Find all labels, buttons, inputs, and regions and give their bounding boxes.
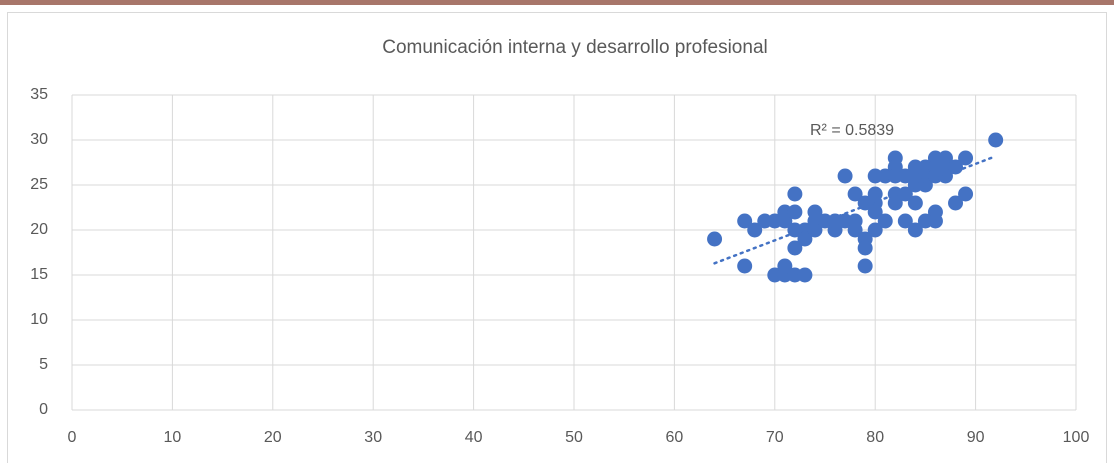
point	[847, 222, 863, 238]
x-tick-label: 70	[766, 429, 784, 446]
point	[787, 186, 803, 202]
point	[777, 213, 793, 229]
point	[907, 222, 923, 238]
point	[857, 258, 873, 274]
point	[948, 195, 964, 211]
point	[737, 258, 753, 274]
point	[958, 150, 974, 166]
top-bar	[0, 0, 1114, 5]
x-tick-label: 10	[164, 429, 182, 446]
annotation: R² = 0.5839	[810, 122, 894, 139]
point	[847, 186, 863, 202]
y-tick-label: 35	[30, 86, 48, 103]
trendline	[713, 154, 997, 265]
point	[927, 213, 943, 229]
point	[887, 195, 903, 211]
point	[797, 231, 813, 247]
point	[737, 213, 753, 229]
y-tick-label: 30	[30, 131, 48, 148]
y-tick-label: 15	[30, 266, 48, 283]
y-tick-label: 25	[30, 176, 48, 193]
y-tick-label: 5	[39, 356, 48, 373]
point	[857, 240, 873, 256]
x-tick-label: 50	[565, 429, 583, 446]
y-tick-label: 10	[30, 311, 48, 328]
point	[877, 213, 893, 229]
chart-title: Comunicación interna y desarrollo profes…	[382, 37, 767, 58]
point	[958, 186, 974, 202]
y-tick-label: 0	[39, 401, 48, 418]
point	[787, 204, 803, 220]
x-tick-label: 60	[666, 429, 684, 446]
point	[787, 240, 803, 256]
point	[747, 222, 763, 238]
point	[988, 132, 1004, 148]
point	[867, 222, 883, 238]
y-tick-label: 20	[30, 221, 48, 238]
point	[897, 213, 913, 229]
x-tick-label: 80	[866, 429, 884, 446]
point	[797, 267, 813, 283]
point	[907, 195, 923, 211]
point	[807, 222, 823, 238]
point	[777, 258, 793, 274]
point	[837, 168, 853, 184]
x-tick-label: 90	[967, 429, 985, 446]
x-tick-label: 0	[68, 429, 77, 446]
point	[917, 177, 933, 193]
point	[867, 204, 883, 220]
chart-frame	[7, 12, 1107, 463]
point	[707, 231, 723, 247]
x-tick-label: 40	[465, 429, 483, 446]
x-tick-label: 30	[364, 429, 382, 446]
point	[897, 186, 913, 202]
x-tick-label: 100	[1063, 429, 1090, 446]
x-tick-label: 20	[264, 429, 282, 446]
